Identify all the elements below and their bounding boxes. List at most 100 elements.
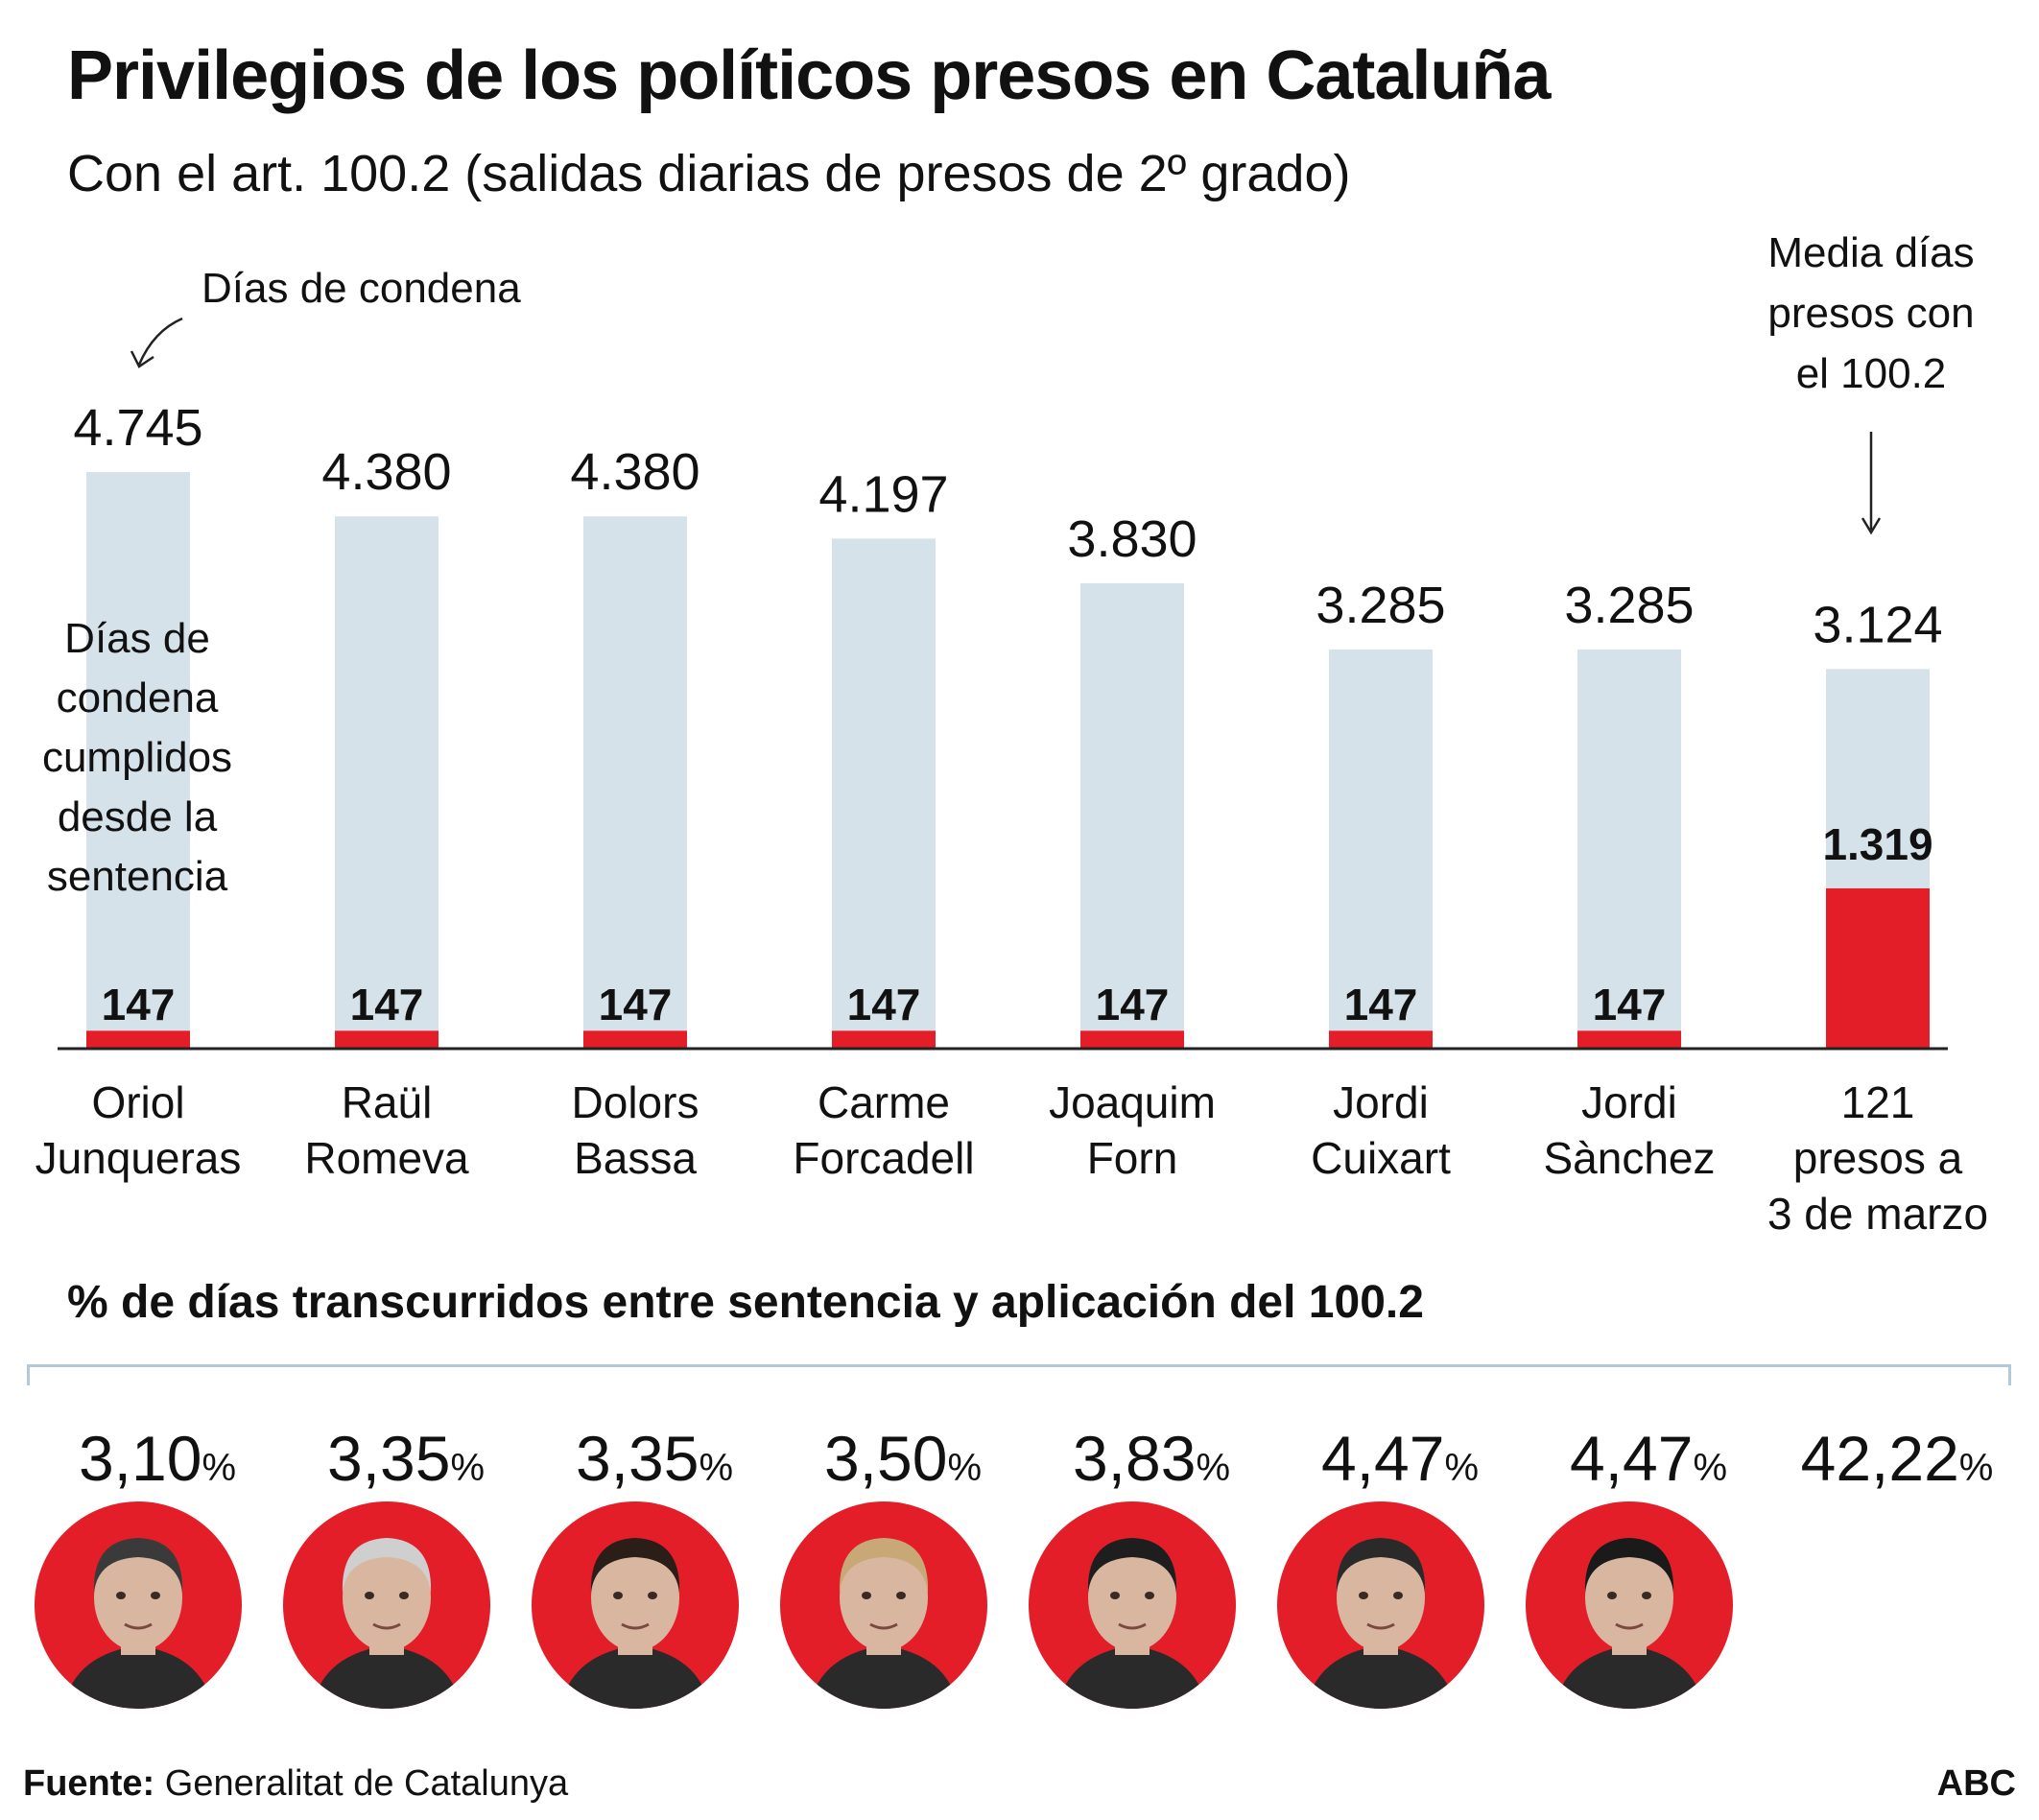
portrait-face xyxy=(591,1544,679,1651)
portrait-eye xyxy=(648,1592,657,1599)
percent-value: 3,10% xyxy=(47,1422,268,1495)
portrait-face xyxy=(343,1544,431,1651)
portrait-eye xyxy=(613,1592,623,1599)
percent-sign: % xyxy=(1196,1447,1231,1489)
portrait-face xyxy=(1337,1544,1425,1651)
portrait-face xyxy=(1088,1544,1176,1651)
annotation-served-days: cumplidos xyxy=(42,734,232,781)
percent-value: 3,50% xyxy=(793,1422,1013,1495)
percent-number: 3,83 xyxy=(1072,1423,1197,1494)
percent-value: 3,35% xyxy=(296,1422,516,1495)
bar-total-label: 4.380 xyxy=(570,443,699,501)
portrait-oriol-junqueras xyxy=(35,1501,242,1709)
person-silhouette-icon xyxy=(1554,1538,1704,1709)
brand-logo-text: ABC xyxy=(1936,1763,2016,1804)
portrait-eye xyxy=(1145,1592,1154,1599)
category-label: Junqueras xyxy=(36,1133,242,1183)
bar-total-days xyxy=(1577,649,1681,1049)
bar-total-days xyxy=(583,516,687,1049)
percent-sign: % xyxy=(202,1447,237,1489)
portrait-mouth xyxy=(1615,1622,1644,1630)
bars-layer xyxy=(58,472,1948,1051)
portrait-mouth xyxy=(1118,1622,1147,1630)
portrait-eye xyxy=(1642,1592,1651,1599)
portrait-eye xyxy=(862,1592,871,1599)
bar-served-label: 1.319 xyxy=(1822,819,1932,869)
portrait-hair xyxy=(93,1538,183,1593)
chart-title: Privilegios de los políticos presos en C… xyxy=(67,37,1551,114)
percent-sign: % xyxy=(1444,1447,1480,1489)
annotation-arrow-head xyxy=(130,350,154,368)
category-label: Forcadell xyxy=(793,1133,974,1183)
bar-served-days xyxy=(1329,1030,1433,1049)
portrait-eye xyxy=(1393,1592,1403,1599)
portrait-mouth xyxy=(1366,1622,1395,1630)
percent-number: 3,35 xyxy=(575,1423,699,1494)
bar-total-label: 3.124 xyxy=(1813,596,1942,653)
bar-total-days xyxy=(86,472,190,1049)
portrait-joaquim-forn xyxy=(1029,1501,1236,1709)
source-label: Fuente: xyxy=(23,1763,155,1804)
percent-value: 4,47% xyxy=(1538,1422,1759,1495)
portrait-carme-forcadell xyxy=(780,1501,987,1709)
portrait-eye xyxy=(151,1592,160,1599)
category-label: 3 de marzo xyxy=(1767,1189,1988,1239)
portrait-hair xyxy=(342,1538,432,1593)
portrait-eye xyxy=(399,1592,409,1599)
percent-sign: % xyxy=(947,1447,983,1489)
category-label: Bassa xyxy=(574,1133,697,1183)
bar-chart: 4.745 147 Oriol Junqueras 4.380 147 Raül Romeva… xyxy=(36,229,1988,1239)
percent-sign: % xyxy=(450,1447,486,1489)
annotation-served-days: desde la xyxy=(58,793,218,840)
percent-sign: % xyxy=(1958,1447,1994,1489)
percent-value: 3,35% xyxy=(544,1422,765,1495)
percent-section-bracket xyxy=(27,1364,2011,1385)
category-label: Romeva xyxy=(304,1133,469,1183)
category-label: Oriol xyxy=(91,1077,184,1127)
portrait-face xyxy=(94,1544,182,1651)
percent-value: 4,47% xyxy=(1290,1422,1510,1495)
portrait-eye xyxy=(1110,1592,1120,1599)
bar-total-days xyxy=(832,538,936,1049)
percent-number: 3,35 xyxy=(326,1423,451,1494)
portrait-face xyxy=(840,1544,928,1651)
portrait-jordi-sanchez xyxy=(1526,1501,1733,1709)
bar-served-label: 147 xyxy=(350,980,424,1029)
portrait-shoulders xyxy=(809,1645,959,1709)
portrait-hair xyxy=(1336,1538,1426,1593)
portrait-hair xyxy=(839,1538,929,1593)
portrait-mouth xyxy=(372,1622,401,1630)
percent-number: 3,50 xyxy=(823,1423,948,1494)
portrait-hair xyxy=(1087,1538,1177,1593)
bar-total-label: 4.745 xyxy=(73,399,202,457)
portrait-mouth xyxy=(124,1622,153,1630)
portrait-shoulders xyxy=(560,1645,710,1709)
bar-served-days xyxy=(1080,1030,1184,1049)
bar-total-days xyxy=(1329,649,1433,1049)
portrait-shoulders xyxy=(1306,1645,1456,1709)
bar-served-days xyxy=(1826,887,1930,1049)
bar-served-days xyxy=(832,1030,936,1049)
bar-total-label: 3.830 xyxy=(1067,510,1197,568)
annotation-served-days: sentencia xyxy=(47,853,228,900)
person-silhouette-icon xyxy=(1306,1538,1456,1709)
portrait-shoulders xyxy=(312,1645,462,1709)
annotation-served-days: Días de xyxy=(64,615,210,662)
portrait-dolors-bassa xyxy=(532,1501,739,1709)
annotation-down-arrow-head xyxy=(1861,517,1882,535)
person-silhouette-icon xyxy=(1057,1538,1207,1709)
category-label: Joaquim xyxy=(1049,1077,1216,1127)
person-silhouette-icon xyxy=(312,1538,462,1709)
portrait-eye xyxy=(365,1592,374,1599)
bar-total-label: 3.285 xyxy=(1316,577,1445,634)
source-text: Generalitat de Catalunya xyxy=(154,1763,569,1804)
portrait-shoulders xyxy=(63,1645,213,1709)
category-label: Carme xyxy=(818,1077,950,1127)
portrait-eye xyxy=(1359,1592,1368,1599)
annotation-average: presos con xyxy=(1767,290,1974,337)
annotation-served-days: condena xyxy=(57,674,219,721)
percent-number: 42,22 xyxy=(1800,1423,1959,1494)
portrait-eye xyxy=(1607,1592,1617,1599)
percent-number: 3,10 xyxy=(78,1423,202,1494)
person-silhouette-icon xyxy=(809,1538,959,1709)
